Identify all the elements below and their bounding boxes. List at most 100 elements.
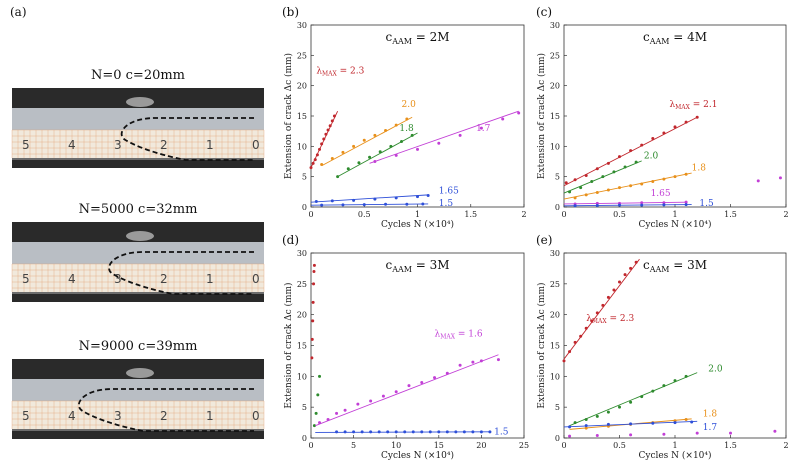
data-point [573,421,577,425]
data-point [584,193,588,197]
ruler-number: 2 [160,409,168,423]
data-point [629,266,633,270]
data-point [623,273,627,277]
chart-title: cAAM = 3M [643,258,707,274]
y-tick-label: 25 [550,280,560,289]
data-point [564,181,568,185]
hydrogel-sample [12,242,264,266]
series-annotation: 1.8 [703,409,718,419]
ruler-number: 5 [22,409,30,423]
series-magenta: λMAX = 1.6 [315,329,500,427]
x-tick-label: 1.5 [724,210,737,219]
y-tick-label: 30 [297,21,307,30]
data-point [684,203,688,207]
ruler-number: 4 [68,409,76,423]
data-point [623,165,627,169]
series-blue: 1.65 [310,187,459,204]
data-point [384,202,388,206]
data-point [606,422,610,426]
data-point [634,260,638,264]
y-tick-label: 15 [297,112,307,121]
data-point [343,408,347,412]
ruler-number: 5 [22,138,30,152]
y-tick-label: 0 [302,203,307,212]
data-point [562,359,566,363]
ruler-number: 1 [206,272,214,286]
series-orange: 1.8 [569,409,718,430]
data-point [778,176,782,180]
ruler-number: 0 [252,138,260,152]
data-point [601,303,605,307]
data-point [314,200,318,204]
ruler-number: 4 [68,272,76,286]
data-point [651,389,655,393]
plot-frame [563,252,787,439]
fit-line [569,372,698,427]
data-point [573,204,577,208]
data-point [695,431,699,435]
data-point [568,350,572,354]
data-point [662,203,666,207]
bottom-clamp [12,431,264,439]
data-point [612,288,616,292]
data-point [773,429,777,433]
ruler-number: 1 [206,409,214,423]
y-tick-label: 30 [550,21,560,30]
y-tick-label: 15 [550,112,560,121]
data-point [357,161,361,165]
data-point [662,131,666,135]
y-tick-label: 0 [302,434,307,443]
x-axis-label: Cycles N (×10⁴) [381,450,454,461]
y-tick-label: 30 [297,249,307,258]
data-point [377,430,381,434]
x-tick-label: 10 [391,441,401,450]
data-point [330,119,334,123]
data-point [606,161,610,165]
data-point [416,195,419,199]
y-tick-label: 20 [297,82,307,91]
fit-line [563,258,640,360]
series-blue: 1.5 [563,199,714,209]
y-tick-label: 25 [550,51,560,60]
data-point [318,374,322,378]
x-tick-label: 25 [519,441,529,450]
chart-title: cAAM = 3M [385,258,449,274]
data-point [407,384,411,388]
data-point [629,400,633,404]
series-annotation: 1.65 [651,189,671,199]
data-point [673,421,677,425]
series-green: 2.0 [563,151,659,194]
series-magenta: 1.65 [563,176,782,206]
data-point [362,203,366,207]
x-tick-label: 1 [672,441,677,450]
fit-line [563,201,687,205]
data-point [318,147,322,151]
data-point [651,180,655,184]
data-point [326,418,330,421]
data-point [629,149,633,153]
data-point [662,177,666,181]
data-point [517,111,521,115]
data-point [421,202,425,206]
series-annotation: 1.8 [692,164,707,174]
x-tick-label: 2 [783,441,788,450]
series-blue: 1.7 [563,420,717,433]
crack-outline [108,251,254,295]
series-red: λMAX = 2.3 [309,67,365,170]
x-tick-label: 0 [561,441,566,450]
data-point [488,430,492,434]
chart-panels: (b)cAAM = 2M0 0.5 1 1.5 2051015202530Cycles … [282,5,789,461]
data-point [496,358,500,362]
series-magenta: 1.7 [369,110,521,164]
data-point [618,405,621,409]
data-point [568,425,572,429]
data-point [629,184,633,188]
data-point [394,430,398,434]
data-point [462,430,466,434]
y-tick-label: 15 [297,342,307,351]
data-point [595,190,599,194]
data-point [458,363,462,367]
data-point [471,360,475,364]
data-point [330,199,334,203]
panel-label-e: (e) [536,233,552,247]
